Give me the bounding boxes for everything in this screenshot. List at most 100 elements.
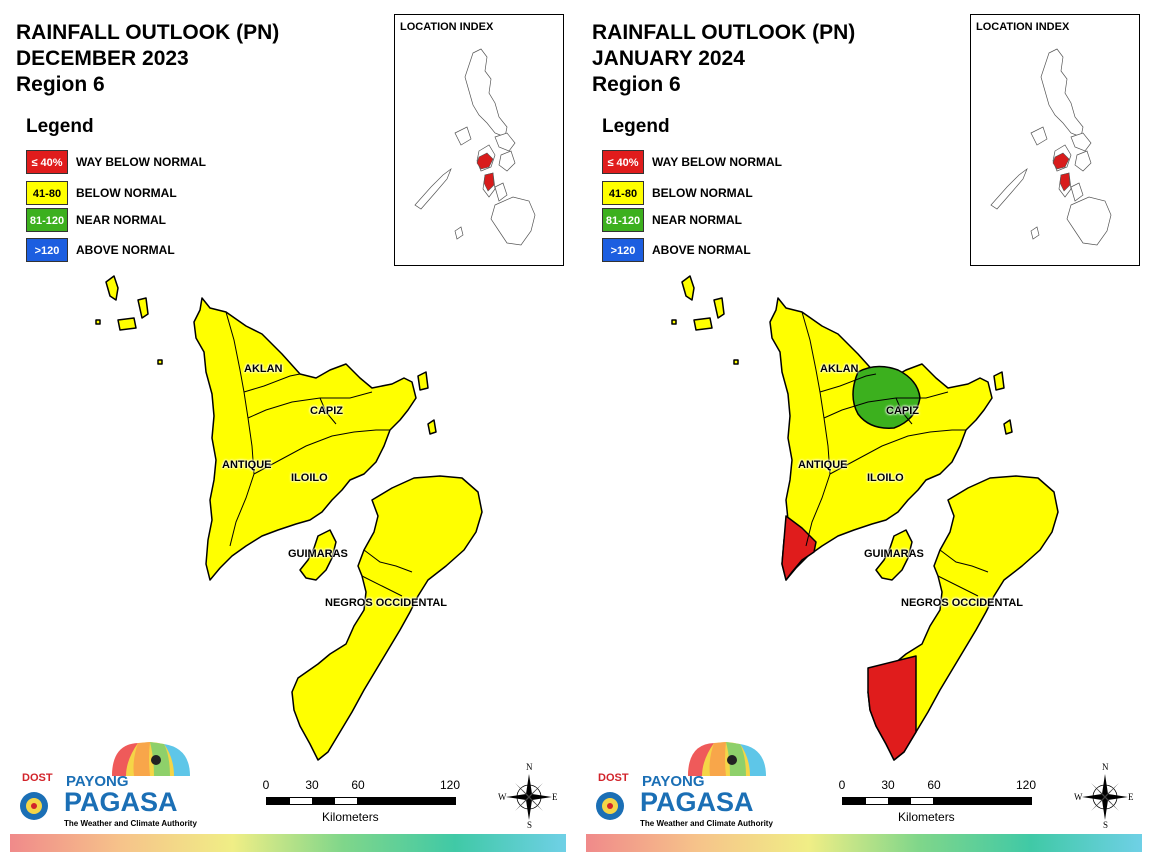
legend-swatch: >120: [26, 238, 68, 262]
scale-bar-graphic: [842, 797, 1032, 805]
province-label-guimaras: GUIMARAS: [864, 548, 924, 560]
scale-tick: 120: [439, 778, 461, 792]
scale-tick: 30: [305, 778, 319, 792]
panay-island: [193, 297, 417, 581]
umbrella-icon: [20, 742, 190, 820]
scale-unit: Kilometers: [898, 810, 955, 824]
scale-tick: 0: [262, 778, 270, 792]
legend-label: BELOW NORMAL: [76, 186, 177, 200]
islet: [1003, 419, 1013, 435]
islet: [993, 371, 1005, 391]
guimaras-island: [875, 529, 913, 581]
province-label-aklan: AKLAN: [820, 363, 859, 375]
title-line-2: JANUARY 2024: [592, 47, 745, 70]
logo-pagasa-text: PAGASA: [64, 787, 178, 817]
island: [671, 319, 677, 325]
scale-tick: 120: [1015, 778, 1037, 792]
philippines-index-map: [414, 48, 536, 246]
province-label-guimaras: GUIMARAS: [288, 548, 348, 560]
legend-swatch: 81-120: [26, 208, 68, 232]
legend-swatch: 41-80: [26, 181, 68, 205]
legend-label: ABOVE NORMAL: [652, 243, 751, 257]
title-line-3: Region 6: [592, 73, 681, 96]
legend-label: WAY BELOW NORMAL: [76, 155, 207, 169]
compass-s: S: [527, 820, 533, 830]
island: [713, 297, 725, 319]
compass-s: S: [1103, 820, 1109, 830]
province-label-antique: ANTIQUE: [798, 459, 848, 471]
scale-tick: 60: [351, 778, 365, 792]
location-index-title: LOCATION INDEX: [400, 21, 494, 33]
province-label-aklan: AKLAN: [244, 363, 283, 375]
logo-tagline: The Weather and Climate Authority: [640, 819, 773, 828]
location-index-title: LOCATION INDEX: [976, 21, 1070, 33]
province-label-iloilo: ILOILO: [291, 472, 328, 484]
scale-tick: 30: [881, 778, 895, 792]
province-label-negros-occidental: NEGROS OCCIDENTAL: [901, 597, 1024, 609]
legend-swatch: ≤ 40%: [602, 150, 644, 174]
legend-swatch: ≤ 40%: [26, 150, 68, 174]
guimaras-island: [299, 529, 337, 581]
location-index-inset: LOCATION INDEX: [970, 14, 1140, 266]
scale-bar: 0 30 60 120 Kilometers: [262, 778, 462, 834]
legend-label: NEAR NORMAL: [652, 213, 742, 227]
color-strip: [10, 834, 566, 852]
legend-label: ABOVE NORMAL: [76, 243, 175, 257]
outlook-panel-january: RAINFALL OUTLOOK (PN) JANUARY 2024 Regio…: [576, 0, 1152, 864]
legend-swatch: 81-120: [602, 208, 644, 232]
scale-unit: Kilometers: [322, 810, 379, 824]
legend-swatch: 41-80: [602, 181, 644, 205]
region6-map: [671, 275, 1059, 761]
outlook-panel-december: RAINFALL OUTLOOK (PN) DECEMBER 2023 Regi…: [10, 14, 566, 852]
region6-map: [95, 275, 483, 761]
logo-payong-text: PAYONG: [642, 773, 705, 790]
map-title: RAINFALL OUTLOOK (PN) DECEMBER 2023 Regi…: [16, 20, 279, 98]
scale-tick: 60: [927, 778, 941, 792]
title-line-2: DECEMBER 2023: [16, 47, 189, 70]
legend-swatch: >120: [602, 238, 644, 262]
negros-island: [291, 475, 483, 761]
logo-dost-text: DOST: [598, 772, 629, 784]
location-index-inset: LOCATION INDEX: [394, 14, 564, 266]
compass-rose: N S E W: [1073, 762, 1137, 830]
logo-tagline: The Weather and Climate Authority: [64, 819, 197, 828]
compass-e: E: [1128, 792, 1134, 802]
scale-bar: 0 30 60 120 Kilometers: [838, 778, 1038, 834]
compass-icon: [506, 774, 552, 820]
logo-pagasa-text: PAGASA: [640, 787, 754, 817]
legend-label: NEAR NORMAL: [76, 213, 166, 227]
compass-rose: N S E W: [497, 762, 561, 830]
way-below-normal-zone-negros: [867, 655, 917, 761]
color-strip: [586, 834, 1142, 852]
province-label-capiz: CAPIZ: [310, 405, 343, 417]
province-label-negros-occidental: NEGROS OCCIDENTAL: [325, 597, 448, 609]
title-line-1: RAINFALL OUTLOOK (PN): [592, 21, 856, 44]
pagasa-logo: DOST PAYONG PAGASA The Weather and Clima…: [590, 740, 780, 832]
philippines-index-map: [990, 48, 1112, 246]
umbrella-icon: [596, 742, 766, 820]
title-line-1: RAINFALL OUTLOOK (PN): [16, 21, 280, 44]
island: [137, 297, 149, 319]
province-label-capiz: CAPIZ: [886, 405, 919, 417]
compass-w: W: [1074, 792, 1083, 802]
compass-n: N: [526, 762, 533, 772]
compass-n: N: [1102, 762, 1109, 772]
scale-tick: 0: [838, 778, 846, 792]
island: [693, 317, 713, 331]
scale-bar-graphic: [266, 797, 456, 805]
island: [157, 359, 163, 365]
islet: [417, 371, 429, 391]
island: [681, 275, 695, 301]
map-title: RAINFALL OUTLOOK (PN) JANUARY 2024 Regio…: [592, 20, 855, 98]
legend-label: WAY BELOW NORMAL: [652, 155, 783, 169]
panay-island: [769, 297, 993, 581]
island: [95, 319, 101, 325]
island: [733, 359, 739, 365]
island: [117, 317, 137, 331]
compass-e: E: [552, 792, 558, 802]
legend-title: Legend: [602, 116, 670, 137]
pagasa-logo: DOST PAYONG PAGASA The Weather and Clima…: [14, 740, 204, 832]
logo-dost-text: DOST: [22, 772, 53, 784]
province-label-iloilo: ILOILO: [867, 472, 904, 484]
logo-payong-text: PAYONG: [66, 773, 129, 790]
